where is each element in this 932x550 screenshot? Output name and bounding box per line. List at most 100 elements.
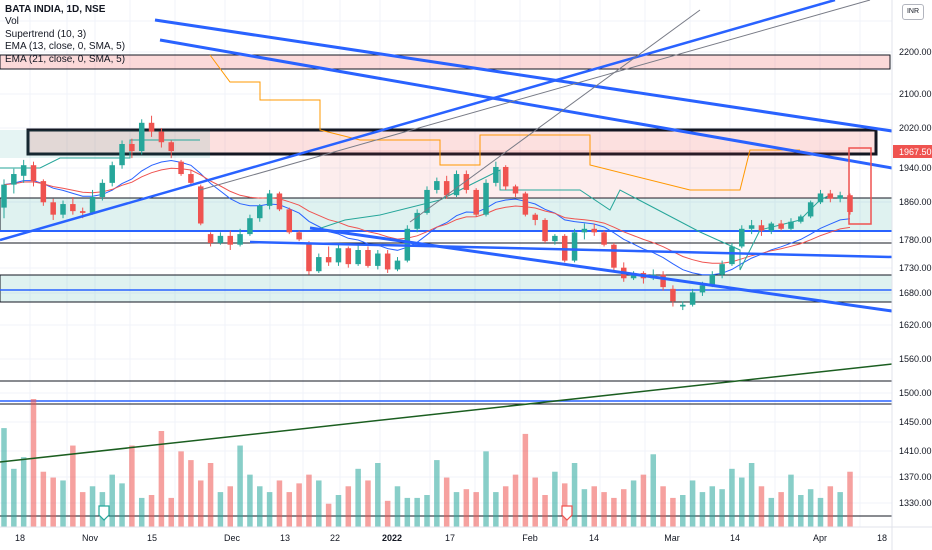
volume-bar (30, 399, 37, 527)
volume-bar (788, 474, 794, 527)
volume-bar (463, 489, 470, 527)
candle-body (217, 235, 224, 243)
candle-body (197, 186, 204, 224)
candle-body (168, 142, 174, 152)
currency-badge[interactable]: INR (902, 4, 924, 20)
time-tick-label: Nov (82, 533, 99, 543)
candle-body (70, 204, 76, 212)
volume-bar (798, 495, 804, 527)
volume-bar (247, 474, 253, 527)
volume-bar (758, 486, 765, 527)
volume-bar (138, 497, 145, 527)
legend-supertrend[interactable]: Supertrend (10, 3) (5, 28, 87, 40)
volume-bar (561, 483, 568, 527)
candle-body (335, 248, 342, 263)
earnings-marker-icon (561, 505, 573, 521)
candle-body (11, 174, 17, 185)
candle-body (129, 144, 135, 152)
volume-bar (375, 463, 381, 527)
volume-bar (630, 480, 637, 527)
supertrend-fill (0, 130, 210, 158)
legend-volume[interactable]: Vol (5, 16, 19, 28)
candle-body (502, 166, 509, 187)
candle-body (414, 212, 420, 229)
volume-bar (620, 489, 627, 527)
volume-bar (286, 492, 293, 527)
candle-body (50, 202, 56, 215)
volume-bar (306, 474, 312, 527)
candle-body (739, 228, 745, 247)
trendline-upper-descending (154, 18, 893, 133)
candle-body (601, 232, 607, 245)
volume-bar (70, 445, 76, 527)
symbol-title[interactable]: BATA INDIA, 1D, NSE (5, 4, 106, 15)
candle-body (178, 161, 184, 175)
volume-bar (217, 492, 224, 527)
price-tick-label: 1940.00 (899, 163, 932, 173)
candle-body (286, 209, 293, 233)
candle-body (827, 193, 834, 199)
volume-bar (158, 431, 165, 527)
support-zone-lower (0, 274, 893, 303)
candle-body (257, 205, 263, 219)
candle-body (79, 211, 86, 213)
candle-body (138, 122, 145, 152)
volume-bars (1, 399, 853, 527)
volume-bar (817, 497, 824, 527)
candle-body (424, 189, 430, 213)
trendline-volume (0, 363, 893, 463)
volume-bar (512, 474, 519, 527)
trendline-lower (249, 240, 893, 259)
candle-body (552, 235, 558, 242)
candle-body (434, 181, 440, 190)
time-tick-label: Mar (664, 533, 680, 543)
candle-body (188, 174, 194, 183)
candle-body (483, 182, 489, 215)
forecast-box (848, 147, 872, 225)
volume-bar (689, 480, 696, 527)
legend-ema21[interactable]: EMA (21, close, 0, SMA, 5) (5, 53, 126, 65)
volume-bar (266, 492, 273, 527)
trendline-drawings[interactable] (0, 0, 893, 463)
candle-body (670, 288, 676, 302)
volume-bar (443, 477, 450, 527)
volume-bar (532, 477, 538, 527)
candle-body (207, 234, 214, 243)
candle-body (30, 165, 37, 182)
candle-body (542, 219, 548, 242)
legend-ema13[interactable]: EMA (13, close, 0, SMA, 5) (5, 41, 126, 53)
volume-bar (316, 480, 322, 527)
price-tick-label: 2200.00 (899, 47, 932, 57)
volume-bar (207, 463, 214, 527)
candle-body (20, 165, 27, 176)
volume-bar (394, 486, 401, 527)
volume-bar (40, 471, 47, 527)
time-tick-label: 13 (280, 533, 290, 543)
candle-body (571, 232, 578, 261)
time-tick-label: Dec (224, 533, 241, 543)
volume-bar (640, 474, 647, 527)
price-tick-label: 1330.00 (899, 498, 932, 508)
candle-body (89, 197, 96, 213)
candle-body (847, 195, 853, 213)
volume-bar (257, 486, 263, 527)
volume-bar (89, 486, 96, 527)
candle-body (493, 166, 499, 183)
candle-body (788, 221, 794, 229)
candle-body (306, 242, 312, 272)
price-tick-label: 1680.00 (899, 288, 932, 298)
candle-body (325, 257, 332, 263)
price-tick-label: 1370.00 (899, 472, 932, 482)
volume-bar (50, 477, 56, 527)
volume-bar (79, 492, 86, 527)
volume-bar (552, 471, 558, 527)
candles (1, 115, 853, 311)
last-price-label: 1967.50 (899, 147, 932, 157)
volume-bar (522, 433, 529, 527)
ema13-line (3, 159, 851, 276)
candle-body (296, 232, 302, 240)
candle-body (512, 186, 519, 194)
volume-bar (807, 489, 814, 527)
